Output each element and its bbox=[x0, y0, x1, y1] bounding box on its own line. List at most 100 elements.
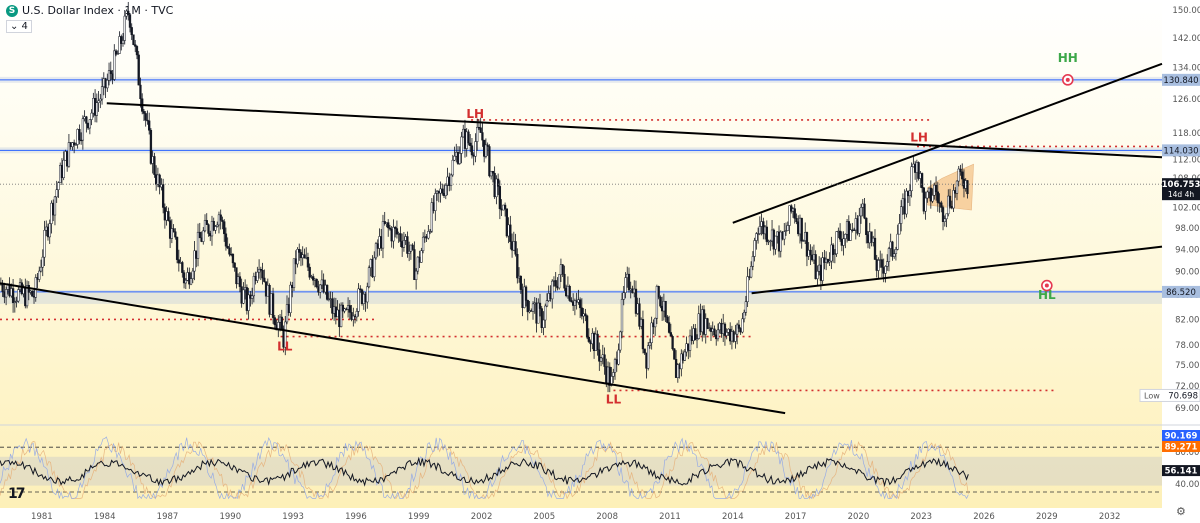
candle-body bbox=[474, 141, 477, 157]
candle-body bbox=[516, 253, 519, 279]
candle-body bbox=[940, 202, 943, 208]
candle-body bbox=[788, 205, 791, 226]
candle-body bbox=[137, 54, 140, 86]
candle-body bbox=[348, 305, 351, 313]
candle-body bbox=[315, 278, 318, 287]
price-tick-label: 102.000 bbox=[1172, 204, 1200, 214]
candle-body bbox=[43, 230, 46, 258]
candle-body bbox=[666, 316, 669, 323]
candle-body bbox=[654, 317, 657, 328]
candle-body bbox=[924, 197, 927, 212]
candle-body bbox=[250, 295, 254, 299]
candle-body bbox=[228, 247, 231, 255]
candle-body bbox=[814, 254, 817, 280]
candle-body bbox=[498, 186, 502, 210]
candle-body bbox=[716, 329, 720, 340]
candle-body bbox=[148, 120, 151, 131]
candle-body bbox=[917, 162, 920, 179]
candle-body bbox=[596, 333, 599, 350]
candle-body bbox=[78, 129, 81, 141]
candle-body bbox=[863, 203, 866, 219]
candle-body bbox=[495, 178, 498, 198]
candle-body bbox=[505, 208, 508, 237]
candle-body bbox=[957, 168, 960, 182]
candle-body bbox=[955, 180, 959, 194]
candle-body bbox=[741, 318, 744, 333]
candle-body bbox=[894, 249, 898, 255]
candle-body bbox=[765, 226, 768, 242]
candle-body bbox=[444, 184, 447, 196]
candle-body bbox=[392, 227, 395, 242]
candle-body bbox=[161, 184, 165, 208]
candle-body bbox=[908, 190, 912, 197]
candle-body bbox=[638, 303, 641, 327]
level-price-label: 130.840 bbox=[1163, 76, 1198, 86]
candle-body bbox=[554, 280, 557, 287]
candle-body bbox=[296, 249, 299, 265]
candle-body bbox=[132, 34, 135, 45]
candle-body bbox=[226, 245, 229, 249]
candle-body bbox=[31, 290, 34, 297]
candle-body bbox=[877, 260, 880, 271]
candle-body bbox=[11, 288, 15, 303]
candle-body bbox=[298, 249, 301, 253]
candle-body bbox=[430, 202, 433, 232]
candle-body bbox=[184, 280, 187, 284]
candle-body bbox=[542, 319, 545, 328]
candle-body bbox=[212, 220, 215, 231]
candle-body bbox=[219, 214, 222, 221]
candle-body bbox=[285, 304, 289, 323]
price-tick-label: 150.000 bbox=[1172, 6, 1200, 16]
candle-body bbox=[191, 270, 194, 279]
candle-body bbox=[90, 112, 93, 120]
time-tick-label: 1996 bbox=[345, 512, 367, 522]
candle-body bbox=[650, 322, 653, 343]
time-tick-label: 1990 bbox=[219, 512, 241, 522]
time-tick-label: 2029 bbox=[1036, 512, 1058, 522]
candle-body bbox=[835, 231, 838, 255]
candle-body bbox=[193, 250, 196, 272]
pattern-label: LH bbox=[910, 131, 928, 145]
candle-body bbox=[624, 277, 627, 293]
low-label: Low bbox=[1144, 391, 1160, 400]
candle-body bbox=[207, 224, 210, 234]
candle-body bbox=[175, 236, 179, 260]
time-tick-label: 1999 bbox=[408, 512, 430, 522]
candle-body bbox=[17, 289, 20, 302]
gear-icon[interactable]: ⚙ bbox=[1176, 505, 1186, 518]
candle-body bbox=[325, 284, 329, 300]
candle-body bbox=[774, 235, 777, 250]
candle-body bbox=[196, 231, 200, 259]
price-tick-label: 112.000 bbox=[1172, 156, 1200, 166]
oscillator-tick-label: 80.000 bbox=[1175, 448, 1200, 458]
candle-body bbox=[833, 253, 837, 255]
candle-body bbox=[367, 267, 371, 288]
candle-body bbox=[544, 305, 547, 321]
trendline bbox=[0, 282, 786, 415]
time-tick-label: 1984 bbox=[94, 512, 116, 522]
candle-body bbox=[952, 190, 955, 209]
target-icon-dot bbox=[1044, 283, 1049, 288]
candle-body bbox=[526, 300, 529, 313]
candle-body bbox=[202, 230, 205, 242]
chart-legend[interactable]: S U.S. Dollar Index · 1M · TVC bbox=[6, 4, 173, 17]
indicator-count-toggle[interactable]: ⌄ 4 bbox=[6, 20, 32, 33]
candle-body bbox=[676, 364, 679, 378]
candle-body bbox=[664, 300, 667, 318]
candle-body bbox=[585, 315, 589, 338]
time-tick-label: 2002 bbox=[471, 512, 493, 522]
candle-body bbox=[587, 336, 591, 342]
candle-body bbox=[491, 170, 495, 174]
candle-body bbox=[441, 188, 444, 194]
candle-body bbox=[496, 178, 500, 187]
candle-body bbox=[135, 46, 139, 56]
candle-body bbox=[13, 301, 16, 303]
countdown-label: 14d 4h bbox=[1168, 190, 1194, 199]
oscillator-value-label: 56.141 bbox=[1165, 467, 1198, 477]
candle-body bbox=[643, 348, 646, 354]
candle-body bbox=[561, 264, 564, 275]
candle-body bbox=[144, 113, 147, 121]
candle-body bbox=[79, 139, 83, 142]
oscillator-value-tag bbox=[1162, 430, 1200, 441]
